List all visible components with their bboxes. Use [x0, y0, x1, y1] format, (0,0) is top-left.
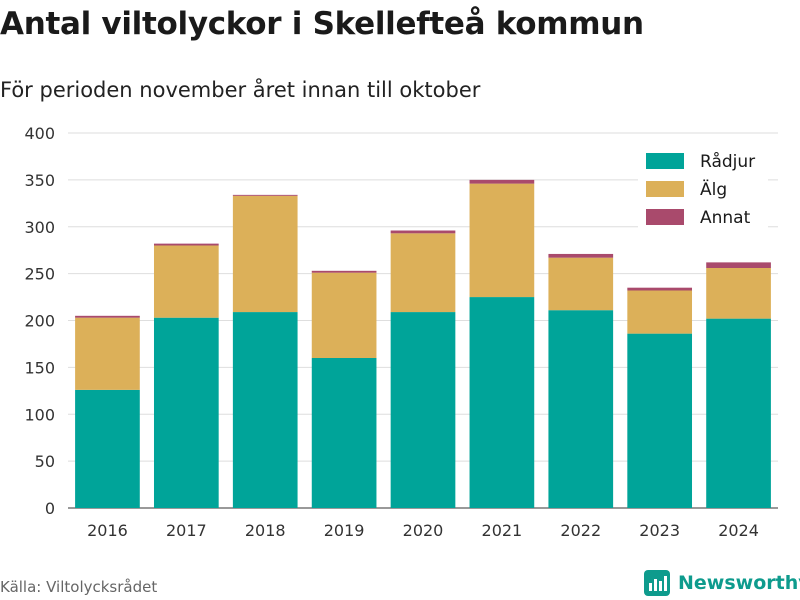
x-tick-label: 2024 [718, 521, 759, 540]
bar-segment-älg [548, 257, 614, 311]
y-axis-ticks: 0 50 100 150 200 250 300 350 400 [24, 124, 55, 518]
bar-segment-annat [232, 194, 298, 196]
legend-swatch [646, 209, 684, 225]
bar-segment-älg [153, 245, 219, 318]
bar-segment-annat [706, 262, 771, 268]
bar-segment-rådjur [232, 312, 298, 508]
bar-segment-älg [390, 233, 456, 313]
x-tick-label: 2020 [403, 521, 444, 540]
legend-label: Annat [700, 208, 751, 228]
bar-segment-älg [75, 317, 140, 390]
x-tick-label: 2016 [87, 521, 128, 540]
chart-title: Antal viltolyckor i Skellefteå kommun [0, 6, 644, 42]
y-tick-label: 50 [35, 452, 55, 471]
bar-segment-älg [232, 195, 298, 313]
x-tick-label: 2019 [324, 521, 365, 540]
newsworthy-logo-icon [644, 570, 670, 596]
bar-segment-rådjur [75, 389, 140, 508]
bar-segment-älg [627, 290, 693, 334]
y-tick-label: 400 [24, 124, 55, 143]
bar-segment-älg [706, 268, 771, 319]
bars [75, 179, 771, 508]
bar-segment-rådjur [627, 333, 693, 508]
bar-segment-rådjur [706, 318, 771, 508]
y-tick-label: 0 [45, 499, 55, 518]
bar-segment-annat [390, 230, 456, 234]
x-tick-label: 2021 [482, 521, 523, 540]
bar-segment-annat [548, 253, 614, 258]
x-tick-label: 2023 [639, 521, 680, 540]
bar-segment-rådjur [469, 297, 535, 508]
y-tick-label: 100 [24, 405, 55, 424]
bar-segment-annat [311, 270, 377, 273]
bar-segment-rådjur [153, 317, 219, 508]
x-axis-ticks: 2016 2017 2018 2019 2020 2021 2022 2023 2024 [87, 521, 759, 540]
bar-segment-annat [627, 287, 693, 291]
bar-segment-rådjur [548, 310, 614, 508]
x-tick-label: 2022 [560, 521, 601, 540]
y-tick-label: 200 [24, 312, 55, 331]
legend: Rådjur Älg Annat [638, 144, 768, 232]
bar-segment-annat [153, 243, 219, 246]
bar-segment-älg [469, 183, 535, 298]
legend-swatch [646, 153, 684, 169]
bar-segment-rådjur [390, 312, 456, 508]
brand-name: Newsworthy [678, 572, 800, 594]
y-tick-label: 150 [24, 358, 55, 377]
x-tick-label: 2018 [245, 521, 286, 540]
bar-segment-älg [311, 272, 377, 358]
x-tick-label: 2017 [166, 521, 207, 540]
y-tick-label: 350 [24, 171, 55, 190]
legend-swatch [646, 181, 684, 197]
bar-segment-annat [469, 179, 535, 184]
brand-logo: Newsworthy [644, 570, 800, 596]
bar-segment-rådjur [311, 358, 377, 508]
bar-segment-annat [75, 315, 140, 318]
source-note: Källa: Viltolycksrådet [0, 578, 158, 596]
chart-subtitle: För perioden november året innan till ok… [0, 78, 481, 102]
y-tick-label: 250 [24, 265, 55, 284]
legend-label: Rådjur [700, 151, 755, 172]
y-tick-label: 300 [24, 218, 55, 237]
legend-label: Älg [700, 179, 727, 200]
